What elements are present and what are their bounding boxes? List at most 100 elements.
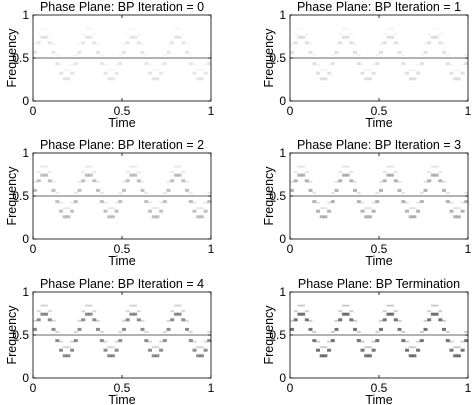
heatmap-cell (453, 77, 458, 81)
heatmap-cell (181, 33, 185, 35)
heatmap-cell (140, 319, 145, 322)
heatmap-cell (55, 331, 60, 333)
heatmap-cell (173, 35, 178, 39)
heatmap-cell (297, 312, 302, 316)
heatmap-cell (118, 54, 122, 56)
heatmap-cell (151, 346, 156, 349)
heatmap-cell (40, 173, 45, 177)
heatmap-cell (438, 310, 443, 313)
heatmap-cell (397, 42, 402, 45)
x-tick-label: 1 (208, 381, 215, 395)
heatmap-cell (460, 71, 465, 75)
heatmap-cell (323, 354, 328, 358)
heatmap-cell (114, 209, 119, 213)
heatmap-cell (88, 165, 93, 168)
heatmap-cell (405, 340, 409, 343)
heatmap-cell (412, 346, 417, 349)
heatmap-cell (115, 64, 119, 66)
heatmap-cell (423, 180, 428, 183)
heatmap-cell (162, 192, 167, 194)
heatmap-cell (297, 173, 302, 177)
heatmap-cell (155, 69, 159, 71)
heatmap-cell (114, 71, 119, 75)
heatmap-cell (118, 200, 123, 204)
heatmap-cell (445, 54, 450, 56)
heatmap-cell (386, 312, 391, 316)
y-tick-label: 1 (279, 146, 286, 160)
heatmap-cell (99, 339, 104, 343)
heatmap-cell (304, 33, 309, 36)
heatmap-cell (100, 54, 104, 56)
heatmap-cell (301, 165, 306, 168)
heatmap-cell (464, 192, 469, 194)
heatmap-cell (73, 62, 78, 66)
heatmap-cell (122, 327, 126, 331)
heatmap-cell (386, 304, 391, 307)
heatmap-cell (430, 312, 435, 316)
heatmap-cell (73, 200, 78, 204)
heatmap-cell (163, 54, 167, 56)
heatmap-cell (304, 41, 309, 45)
heatmap-cell (442, 319, 446, 322)
heatmap-cell (177, 304, 182, 307)
subplot-3: 0 0.5 1 0 0.5 1 Phase Plane: BP Iteration = 3 T… (262, 138, 472, 268)
x-tick-label: 1 (465, 381, 472, 395)
y-tick-label: 1 (279, 285, 286, 299)
heatmap-cell (148, 340, 152, 343)
heatmap-cells (33, 33, 212, 81)
heatmap-cell (107, 215, 112, 219)
heatmap-cell (393, 33, 398, 36)
heatmap-cell (308, 50, 313, 54)
heatmap-cell (140, 327, 145, 331)
heatmap-cell (155, 346, 160, 349)
chart-title: Phase Plane: BP Iteration = 4 (40, 277, 204, 291)
heatmap-cell (59, 340, 63, 343)
heatmap-cell (419, 62, 424, 66)
y-tick-label: 0.5 (12, 328, 29, 342)
chart-title: Phase Plane: BP Iteration = 2 (40, 138, 204, 152)
heatmap-cell (323, 69, 328, 72)
heatmap-cell (44, 35, 49, 39)
heatmap-cell (188, 331, 193, 333)
x-axis-label: Time (108, 254, 135, 268)
heatmap-cell (442, 327, 446, 331)
heatmap-cell (155, 354, 160, 358)
heatmap-cell (88, 173, 93, 177)
heatmap-cell (33, 327, 37, 331)
heatmap-cell (375, 200, 380, 204)
heatmap-cell (445, 200, 450, 204)
heatmap-cell (125, 41, 130, 45)
heatmap-cell (349, 310, 354, 313)
heatmap-cell (390, 35, 395, 39)
heatmap-cell (77, 50, 82, 54)
y-tick-label: 0 (22, 371, 29, 385)
y-tick-label: 0.5 (12, 189, 29, 203)
heatmap-cell (427, 41, 432, 45)
heatmap-cell (129, 165, 134, 168)
heatmap-cell (188, 200, 193, 204)
heatmap-cell (375, 192, 380, 194)
heatmap-cell (74, 54, 78, 56)
heatmap-cell (196, 69, 200, 71)
x-tick-label: 0 (30, 104, 37, 118)
heatmap-cell (408, 77, 413, 81)
heatmap-cell (196, 207, 201, 210)
heatmap-cell (304, 318, 309, 322)
heatmap-cell (316, 63, 320, 66)
heatmap-cell (185, 188, 189, 192)
heatmap-cell (390, 304, 395, 307)
heatmap-cell (356, 331, 361, 333)
heatmap-cell (379, 180, 383, 183)
heatmap-cell (33, 188, 37, 192)
heatmap-cell (393, 318, 398, 322)
heatmap-cell (118, 339, 123, 343)
heatmap-cell (151, 207, 156, 210)
heatmap-cell (66, 354, 71, 358)
heatmap-cell (371, 63, 376, 66)
heatmap-cell (301, 312, 306, 316)
heatmap-cell (405, 348, 409, 352)
heatmap-cell (419, 339, 424, 343)
x-tick-label: 0 (287, 242, 294, 256)
heatmap-cell (99, 192, 104, 194)
heatmap-cell (338, 310, 343, 313)
